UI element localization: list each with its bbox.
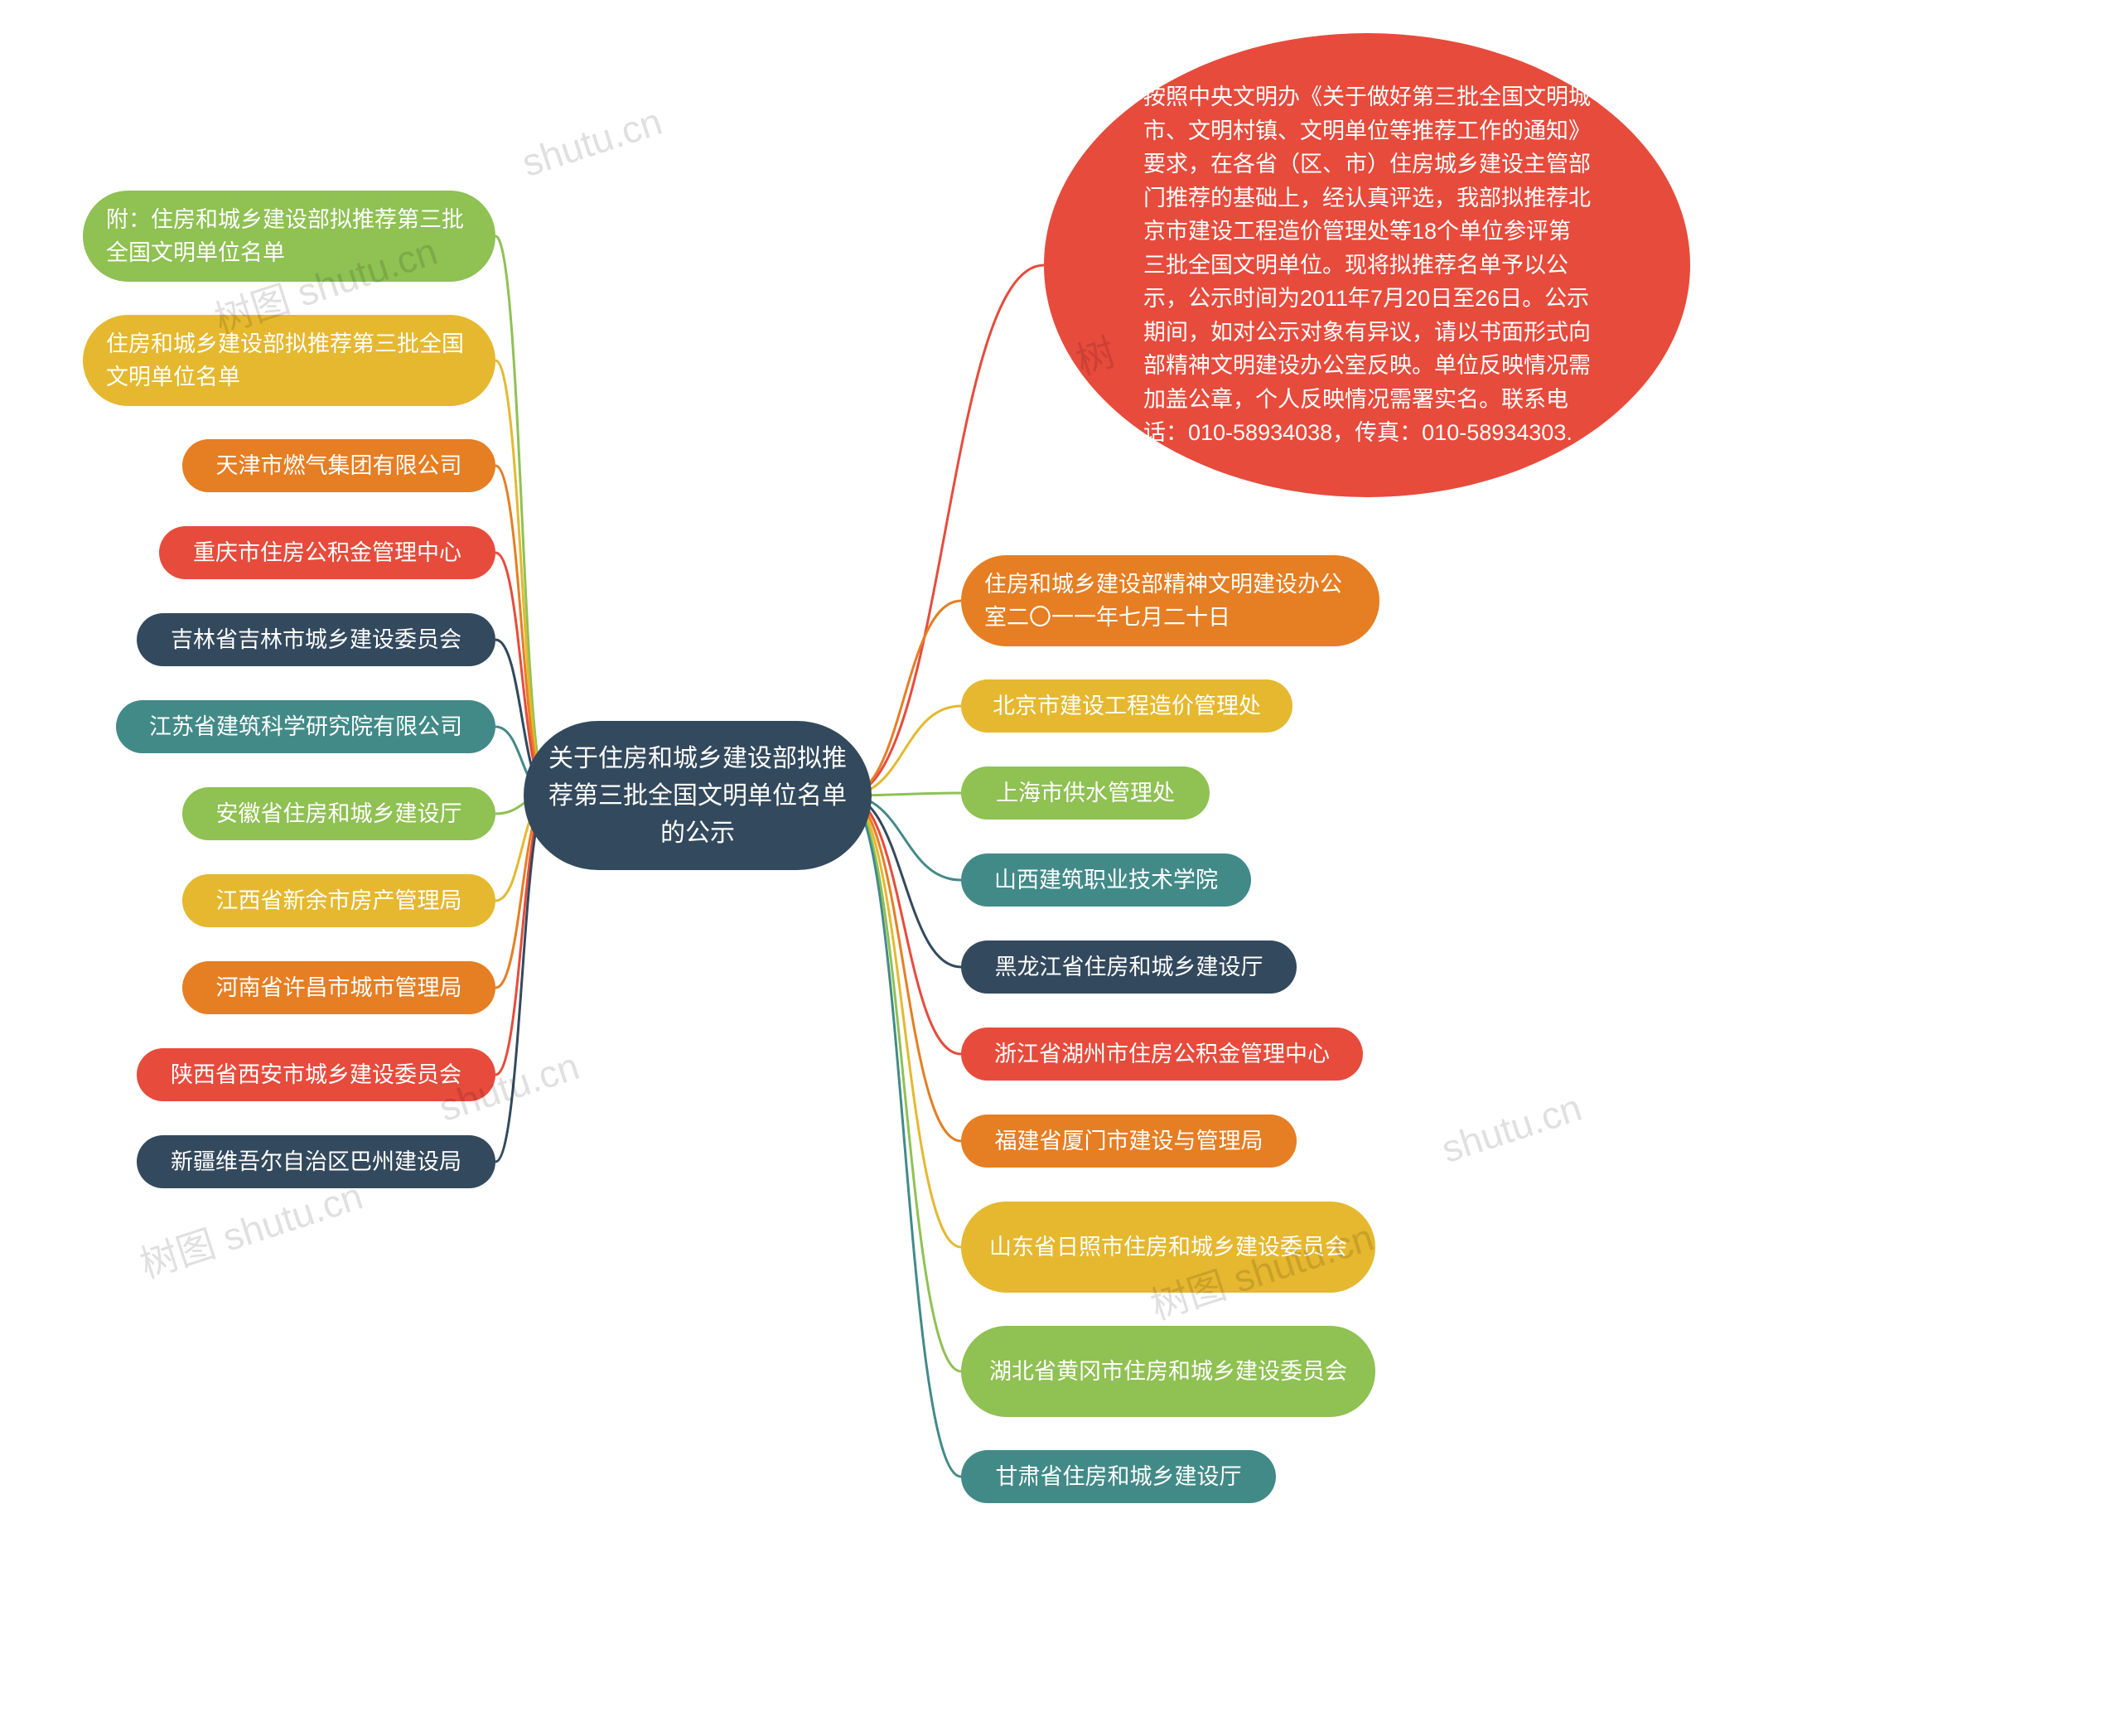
node-r7-label: 浙江省湖州市住房公积金管理中心 bbox=[994, 1037, 1330, 1071]
node-l3-label: 天津市燃气集团有限公司 bbox=[216, 449, 462, 483]
node-l1[interactable]: 附：住房和城乡建设部拟推荐第三批全国文明单位名单 bbox=[83, 191, 495, 282]
node-r9[interactable]: 山东省日照市住房和城乡建设委员会 bbox=[961, 1202, 1375, 1293]
node-r1[interactable]: 按照中央文明办《关于做好第三批全国文明城市、文明村镇、文明单位等推荐工作的通知》… bbox=[1044, 33, 1690, 497]
center-node-label: 关于住房和城乡建设部拟推荐第三批全国文明单位名单的公示 bbox=[548, 740, 847, 852]
node-l5-label: 吉林省吉林市城乡建设委员会 bbox=[171, 623, 461, 657]
node-r10-label: 湖北省黄冈市住房和城乡建设委员会 bbox=[989, 1355, 1347, 1389]
node-l4-label: 重庆市住房公积金管理中心 bbox=[193, 536, 461, 570]
node-l8[interactable]: 江西省新余市房产管理局 bbox=[182, 874, 495, 927]
node-l7-label: 安徽省住房和城乡建设厅 bbox=[216, 797, 462, 831]
node-r5-label: 山西建筑职业技术学院 bbox=[994, 863, 1218, 897]
node-r10[interactable]: 湖北省黄冈市住房和城乡建设委员会 bbox=[961, 1326, 1375, 1417]
node-r8-label: 福建省厦门市建设与管理局 bbox=[995, 1124, 1263, 1158]
node-l11-label: 新疆维吾尔自治区巴州建设局 bbox=[171, 1145, 461, 1179]
node-l7[interactable]: 安徽省住房和城乡建设厅 bbox=[182, 787, 495, 840]
node-r2-label: 住房和城乡建设部精神文明建设办公室二〇一一年七月二十日 bbox=[984, 568, 1356, 635]
watermark: shutu.cn bbox=[1436, 1085, 1587, 1172]
node-r6[interactable]: 黑龙江省住房和城乡建设厅 bbox=[961, 941, 1297, 994]
node-r3-label: 北京市建设工程造价管理处 bbox=[993, 689, 1261, 723]
node-l1-label: 附：住房和城乡建设部拟推荐第三批全国文明单位名单 bbox=[106, 203, 472, 270]
node-l3[interactable]: 天津市燃气集团有限公司 bbox=[182, 439, 495, 492]
node-r8[interactable]: 福建省厦门市建设与管理局 bbox=[961, 1115, 1297, 1168]
node-r11[interactable]: 甘肃省住房和城乡建设厅 bbox=[961, 1450, 1276, 1503]
node-r1-label: 按照中央文明办《关于做好第三批全国文明城市、文明村镇、文明单位等推荐工作的通知》… bbox=[1143, 80, 1591, 450]
node-l5[interactable]: 吉林省吉林市城乡建设委员会 bbox=[137, 613, 495, 666]
node-l11[interactable]: 新疆维吾尔自治区巴州建设局 bbox=[137, 1135, 495, 1188]
node-r2[interactable]: 住房和城乡建设部精神文明建设办公室二〇一一年七月二十日 bbox=[961, 555, 1379, 646]
node-l2-label: 住房和城乡建设部拟推荐第三批全国文明单位名单 bbox=[106, 327, 472, 394]
node-r11-label: 甘肃省住房和城乡建设厅 bbox=[996, 1460, 1242, 1494]
node-l6-label: 江苏省建筑科学研究院有限公司 bbox=[149, 710, 462, 744]
watermark: shutu.cn bbox=[516, 99, 667, 186]
node-r6-label: 黑龙江省住房和城乡建设厅 bbox=[995, 950, 1263, 984]
mindmap-canvas: 关于住房和城乡建设部拟推荐第三批全国文明单位名单的公示 按照中央文明办《关于做好… bbox=[0, 0, 2121, 1736]
node-l8-label: 江西省新余市房产管理局 bbox=[216, 884, 462, 918]
node-l9-label: 河南省许昌市城市管理局 bbox=[216, 971, 462, 1005]
center-node[interactable]: 关于住房和城乡建设部拟推荐第三批全国文明单位名单的公示 bbox=[524, 721, 872, 870]
node-l10-label: 陕西省西安市城乡建设委员会 bbox=[171, 1058, 461, 1092]
node-l9[interactable]: 河南省许昌市城市管理局 bbox=[182, 961, 495, 1014]
node-r9-label: 山东省日照市住房和城乡建设委员会 bbox=[989, 1231, 1347, 1265]
node-l6[interactable]: 江苏省建筑科学研究院有限公司 bbox=[116, 700, 495, 753]
node-r4-label: 上海市供水管理处 bbox=[996, 776, 1175, 810]
node-l2[interactable]: 住房和城乡建设部拟推荐第三批全国文明单位名单 bbox=[83, 315, 495, 406]
node-r5[interactable]: 山西建筑职业技术学院 bbox=[961, 853, 1251, 907]
node-r3[interactable]: 北京市建设工程造价管理处 bbox=[961, 679, 1292, 733]
node-l4[interactable]: 重庆市住房公积金管理中心 bbox=[159, 526, 495, 579]
node-r7[interactable]: 浙江省湖州市住房公积金管理中心 bbox=[961, 1028, 1363, 1081]
node-l10[interactable]: 陕西省西安市城乡建设委员会 bbox=[137, 1048, 495, 1101]
node-r4[interactable]: 上海市供水管理处 bbox=[961, 766, 1210, 820]
